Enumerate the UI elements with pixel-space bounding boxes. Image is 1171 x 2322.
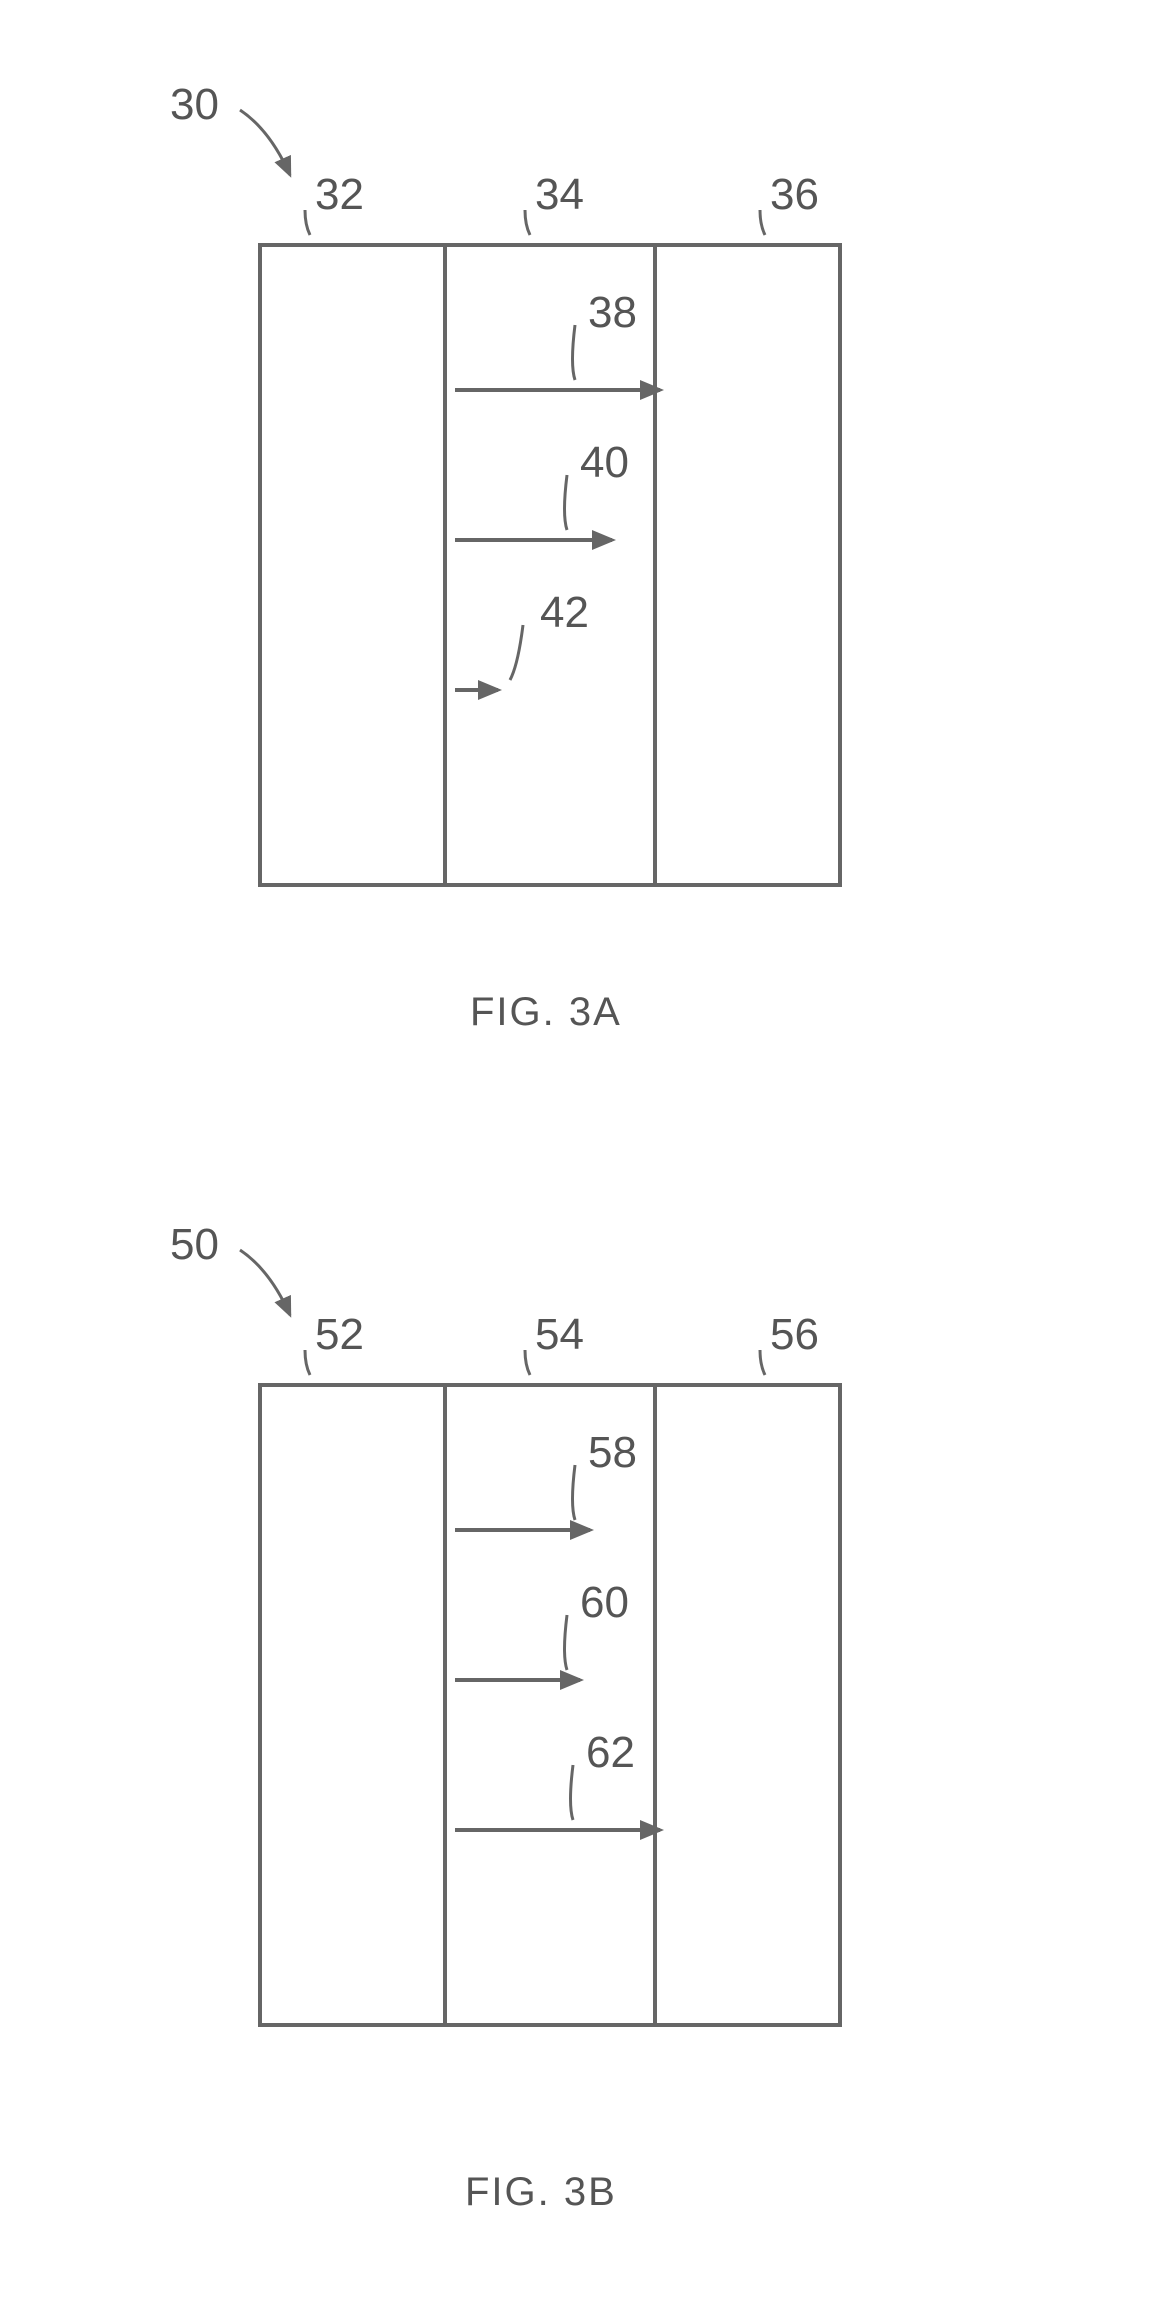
col-label-b-52: 52 [315,1310,364,1360]
col-label-b-56: 56 [770,1310,819,1360]
arrow-label-b-62: 62 [586,1728,635,1778]
arrow-label-b-60: 60 [580,1578,629,1628]
col-label-b-54: 54 [535,1310,584,1360]
figure-title-b: FIG. 3B [465,2170,617,2215]
assembly-arrow-b [0,0,1171,2322]
arrow-label-b-58: 58 [588,1428,637,1478]
